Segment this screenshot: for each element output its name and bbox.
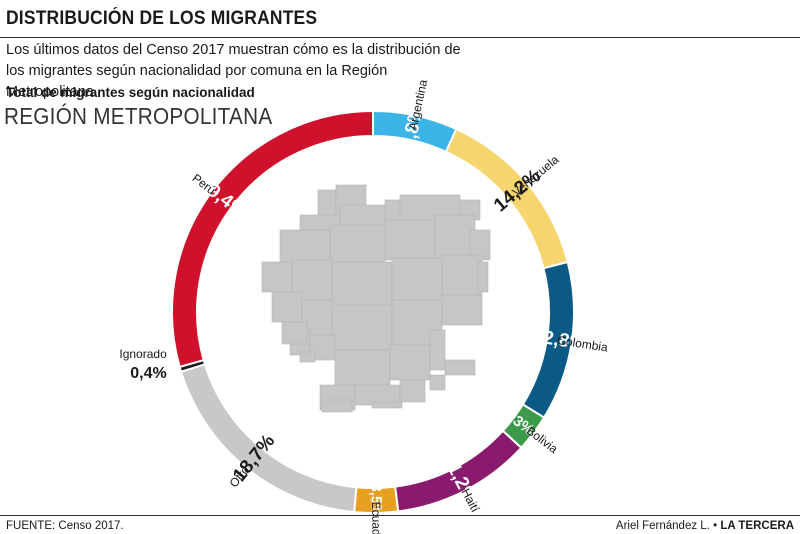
map-comuna-block: [261, 261, 293, 293]
map-comuna-block: [309, 334, 336, 361]
title-divider: [0, 37, 800, 38]
map-comuna-block: [299, 351, 316, 363]
slice-name-ecuador: Ecuador: [369, 502, 384, 534]
subtitle: Los últimos datos del Censo 2017 muestra…: [6, 42, 461, 100]
map-comuna-block: [434, 214, 476, 261]
map-comuna-block: [429, 374, 446, 391]
map-comuna-block: [371, 401, 403, 409]
donut-ring: [171, 109, 575, 514]
slice-name-bolivia: Bolivia: [524, 424, 561, 457]
footer-brand: LA TERCERA: [720, 520, 794, 532]
map-comuna-block: [334, 349, 391, 391]
map-comuna-block: [281, 321, 308, 345]
map-comuna-block: [441, 294, 483, 326]
map-comuna-block: [389, 344, 431, 381]
footer-divider: [0, 515, 800, 516]
map-comuna-block: [321, 399, 353, 413]
slice-name-ignorado: Ignorado: [119, 347, 167, 361]
map-comuna-block: [477, 261, 489, 293]
map-comuna-block: [444, 359, 476, 376]
slice-value-ecuador: 3,5%: [367, 483, 385, 517]
map-comuna-block: [331, 261, 393, 308]
region-map: [261, 184, 491, 413]
map-comuna-block: [399, 379, 426, 403]
footer-source: FUENTE: Censo 2017.: [6, 520, 124, 532]
footer-credit: Ariel Fernández L. • LA TERCERA: [616, 520, 794, 532]
map-comuna-block: [271, 291, 303, 323]
map-comuna-block: [441, 254, 483, 296]
page-title: DISTRIBUCIÓN DE LOS MIGRANTES: [6, 8, 318, 29]
region-heading: REGIÓN METROPOLITANA: [4, 103, 273, 129]
map-comuna-block: [391, 257, 443, 304]
map-comuna-block: [384, 219, 436, 261]
slice-peru: [171, 109, 374, 369]
footer-separator: •: [713, 520, 718, 532]
section-label: Total de migrantes según nacionalidad: [6, 85, 255, 100]
slice-value-ignorado: 0,4%: [130, 365, 166, 382]
map-comuna-block: [331, 304, 393, 351]
footer-author: Ariel Fernández L.: [615, 520, 710, 532]
map-comuna-block: [429, 329, 446, 371]
